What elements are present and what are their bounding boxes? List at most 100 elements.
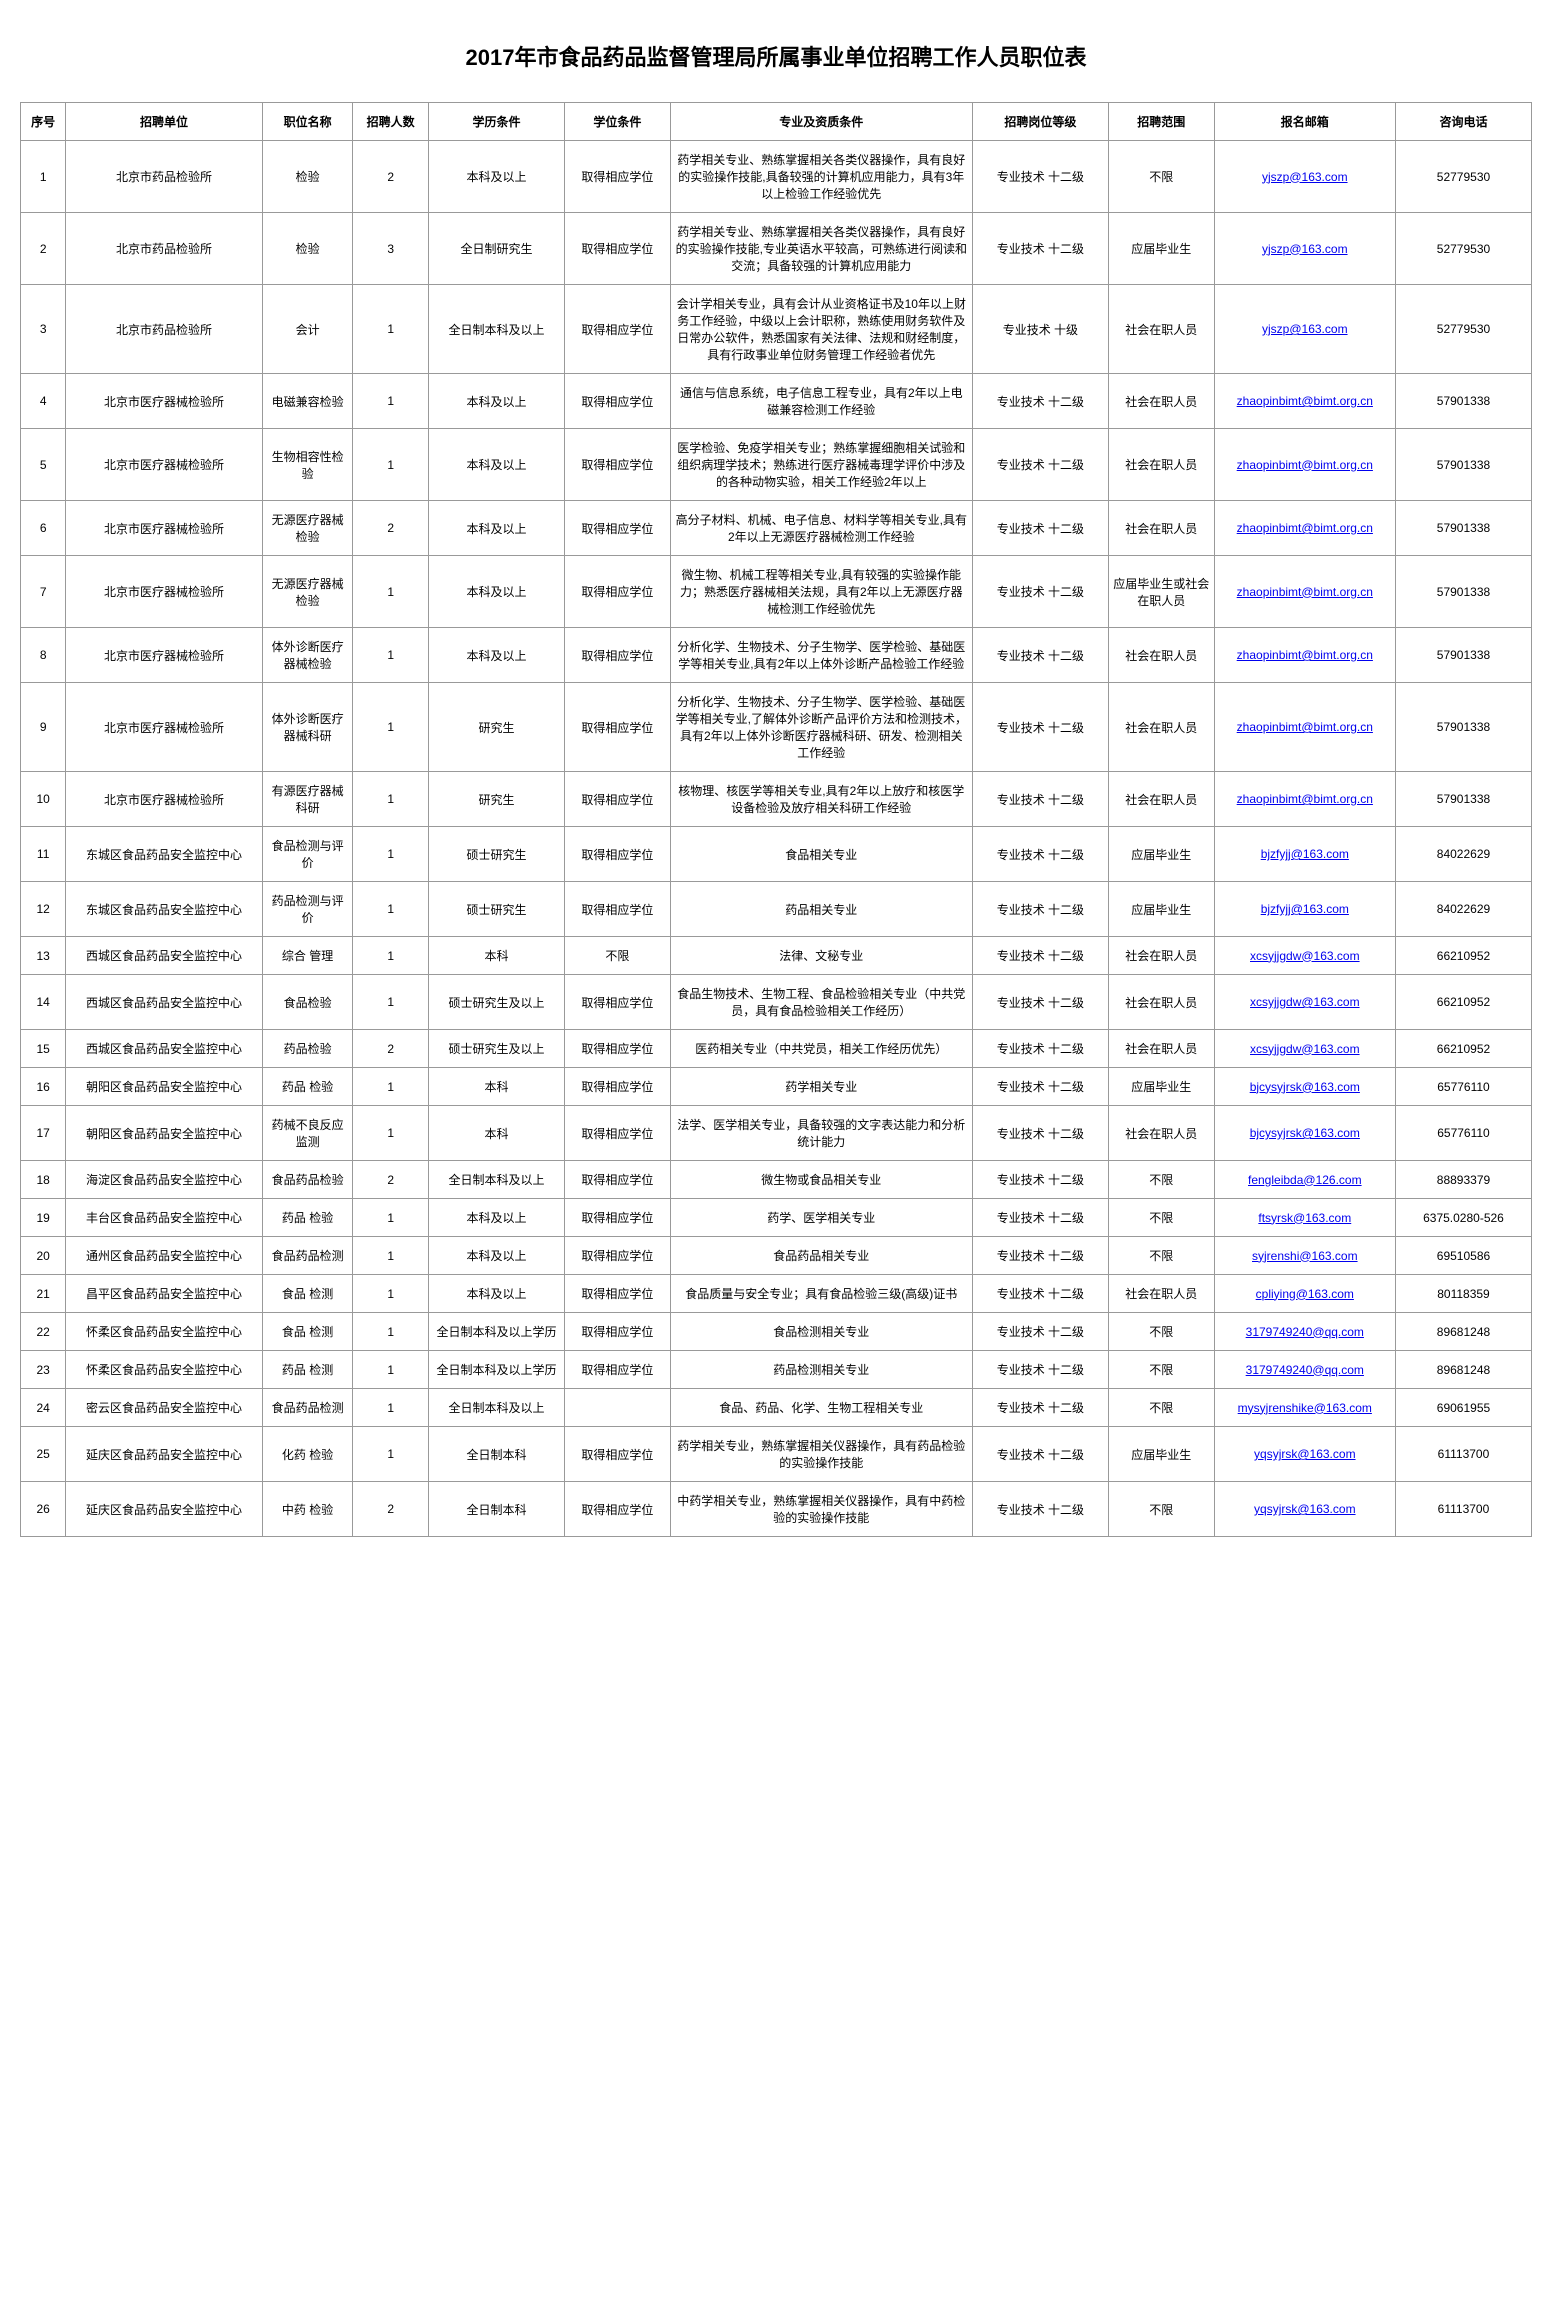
- table-row: 16朝阳区食品药品安全监控中心药品 检验1本科取得相应学位药学相关专业专业技术 …: [21, 1068, 1532, 1106]
- cell: zhaopinbimt@bimt.org.cn: [1214, 683, 1395, 772]
- email-link[interactable]: fengleibda@126.com: [1248, 1173, 1362, 1187]
- email-link[interactable]: zhaopinbimt@bimt.org.cn: [1237, 648, 1373, 662]
- email-link[interactable]: ftsyrsk@163.com: [1258, 1211, 1351, 1225]
- cell: 本科及以上: [428, 1199, 564, 1237]
- cell: 全日制本科: [428, 1482, 564, 1537]
- cell: 生物相容性检验: [262, 429, 353, 501]
- cell: 西城区食品药品安全监控中心: [66, 1030, 262, 1068]
- email-link[interactable]: yqsyjrsk@163.com: [1254, 1447, 1356, 1461]
- email-link[interactable]: zhaopinbimt@bimt.org.cn: [1237, 720, 1373, 734]
- cell: 专业技术 十二级: [972, 1237, 1108, 1275]
- cell: 13: [21, 937, 66, 975]
- cell: 食品生物技术、生物工程、食品检验相关专业（中共党员，具有食品检验相关工作经历）: [670, 975, 972, 1030]
- email-link[interactable]: yjszp@163.com: [1262, 170, 1348, 184]
- email-link[interactable]: bjzfyjj@163.com: [1261, 847, 1349, 861]
- cell: 延庆区食品药品安全监控中心: [66, 1482, 262, 1537]
- cell: 食品药品检验: [262, 1161, 353, 1199]
- email-link[interactable]: yjszp@163.com: [1262, 322, 1348, 336]
- cell: 本科及以上: [428, 556, 564, 628]
- cell: 社会在职人员: [1108, 1030, 1214, 1068]
- cell: 药学相关专业、熟练掌握相关各类仪器操作，具有良好的实验操作技能,具备较强的计算机…: [670, 141, 972, 213]
- email-link[interactable]: xcsyjjgdw@163.com: [1250, 1042, 1360, 1056]
- cell: 药学相关专业、熟练掌握相关各类仪器操作，具有良好的实验操作技能,专业英语水平较高…: [670, 213, 972, 285]
- email-link[interactable]: xcsyjjgdw@163.com: [1250, 949, 1360, 963]
- email-link[interactable]: zhaopinbimt@bimt.org.cn: [1237, 585, 1373, 599]
- cell: 中药 检验: [262, 1482, 353, 1537]
- email-link[interactable]: 3179749240@qq.com: [1246, 1325, 1364, 1339]
- cell: 应届毕业生: [1108, 827, 1214, 882]
- email-link[interactable]: xcsyjjgdw@163.com: [1250, 995, 1360, 1009]
- cell: 北京市药品检验所: [66, 141, 262, 213]
- cell: 20: [21, 1237, 66, 1275]
- cell: 全日制本科及以上: [428, 285, 564, 374]
- cell: 3179749240@qq.com: [1214, 1313, 1395, 1351]
- email-link[interactable]: syjrenshi@163.com: [1252, 1249, 1358, 1263]
- cell: 延庆区食品药品安全监控中心: [66, 1427, 262, 1482]
- email-link[interactable]: bjcysyjrsk@163.com: [1250, 1080, 1360, 1094]
- cell: 本科: [428, 937, 564, 975]
- cell: 专业技术 十二级: [972, 937, 1108, 975]
- email-link[interactable]: zhaopinbimt@bimt.org.cn: [1237, 792, 1373, 806]
- table-row: 14西城区食品药品安全监控中心食品检验1硕士研究生及以上取得相应学位食品生物技术…: [21, 975, 1532, 1030]
- cell: 14: [21, 975, 66, 1030]
- cell: 体外诊断医疗器械科研: [262, 683, 353, 772]
- email-link[interactable]: mysyjrenshike@163.com: [1238, 1401, 1372, 1415]
- cell: 取得相应学位: [564, 285, 670, 374]
- cell: [564, 1389, 670, 1427]
- col-header-0: 序号: [21, 103, 66, 141]
- cell: 检验: [262, 213, 353, 285]
- email-link[interactable]: bjzfyjj@163.com: [1261, 902, 1349, 916]
- cell: 1: [353, 975, 429, 1030]
- email-link[interactable]: 3179749240@qq.com: [1246, 1363, 1364, 1377]
- cell: 硕士研究生: [428, 882, 564, 937]
- cell: 海淀区食品药品安全监控中心: [66, 1161, 262, 1199]
- email-link[interactable]: bjcysyjrsk@163.com: [1250, 1126, 1360, 1140]
- cell: 北京市药品检验所: [66, 213, 262, 285]
- cell: 北京市药品检验所: [66, 285, 262, 374]
- cell: 无源医疗器械检验: [262, 501, 353, 556]
- cell: 57901338: [1395, 772, 1531, 827]
- cell: 食品药品检测: [262, 1389, 353, 1427]
- cell: 1: [353, 882, 429, 937]
- cell: 57901338: [1395, 374, 1531, 429]
- cell: 社会在职人员: [1108, 374, 1214, 429]
- cell: zhaopinbimt@bimt.org.cn: [1214, 429, 1395, 501]
- cell: 取得相应学位: [564, 772, 670, 827]
- cell: 1: [353, 285, 429, 374]
- cell: 专业技术 十二级: [972, 1161, 1108, 1199]
- cell: 1: [353, 1313, 429, 1351]
- cell: 取得相应学位: [564, 1068, 670, 1106]
- email-link[interactable]: zhaopinbimt@bimt.org.cn: [1237, 458, 1373, 472]
- col-header-1: 招聘单位: [66, 103, 262, 141]
- cell: 2: [353, 1482, 429, 1537]
- cell: 1: [353, 628, 429, 683]
- table-row: 13西城区食品药品安全监控中心综合 管理1本科不限法律、文秘专业专业技术 十二级…: [21, 937, 1532, 975]
- col-header-6: 专业及资质条件: [670, 103, 972, 141]
- col-header-5: 学位条件: [564, 103, 670, 141]
- cell: 4: [21, 374, 66, 429]
- cell: 食品检测相关专业: [670, 1313, 972, 1351]
- email-link[interactable]: yqsyjrsk@163.com: [1254, 1502, 1356, 1516]
- cell: 应届毕业生或社会在职人员: [1108, 556, 1214, 628]
- email-link[interactable]: yjszp@163.com: [1262, 242, 1348, 256]
- email-link[interactable]: zhaopinbimt@bimt.org.cn: [1237, 521, 1373, 535]
- cell: fengleibda@126.com: [1214, 1161, 1395, 1199]
- cell: 医药相关专业（中共党员，相关工作经历优先）: [670, 1030, 972, 1068]
- table-row: 2北京市药品检验所检验3全日制研究生取得相应学位药学相关专业、熟练掌握相关各类仪…: [21, 213, 1532, 285]
- cell: 北京市医疗器械检验所: [66, 501, 262, 556]
- email-link[interactable]: zhaopinbimt@bimt.org.cn: [1237, 394, 1373, 408]
- cell: 药械不良反应监测: [262, 1106, 353, 1161]
- cell: 26: [21, 1482, 66, 1537]
- table-row: 1北京市药品检验所检验2本科及以上取得相应学位药学相关专业、熟练掌握相关各类仪器…: [21, 141, 1532, 213]
- cell: 核物理、核医学等相关专业,具有2年以上放疗和核医学设备检验及放疗相关科研工作经验: [670, 772, 972, 827]
- cell: 本科: [428, 1106, 564, 1161]
- cell: ftsyrsk@163.com: [1214, 1199, 1395, 1237]
- cell: 药品相关专业: [670, 882, 972, 937]
- email-link[interactable]: cpliying@163.com: [1256, 1287, 1354, 1301]
- cell: 北京市医疗器械检验所: [66, 628, 262, 683]
- cell: 9: [21, 683, 66, 772]
- cell: 1: [353, 374, 429, 429]
- cell: 11: [21, 827, 66, 882]
- cell: 15: [21, 1030, 66, 1068]
- cell: 社会在职人员: [1108, 772, 1214, 827]
